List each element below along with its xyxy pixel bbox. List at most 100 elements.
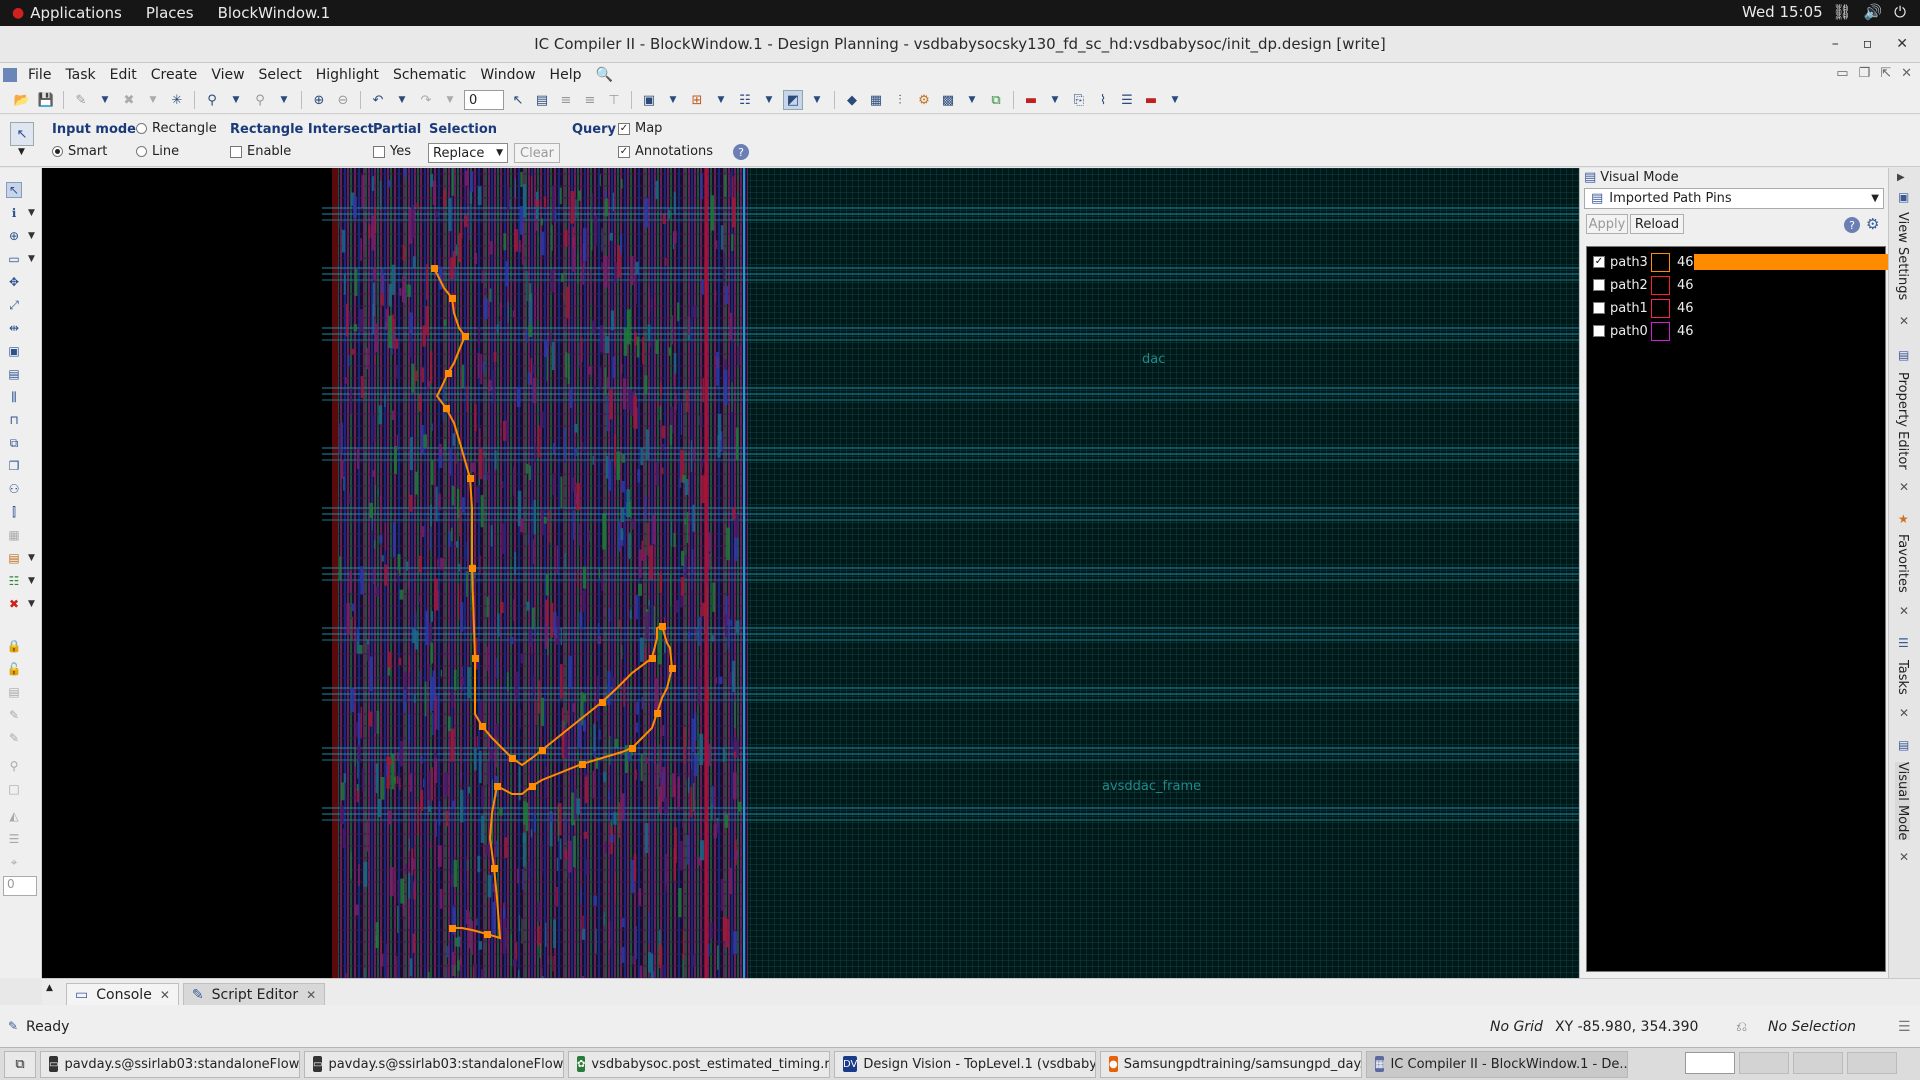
open-icon[interactable]: 📂 <box>13 92 31 108</box>
properties-icon[interactable]: ▤ <box>535 92 549 108</box>
visual-mode-icon[interactable]: ◩ <box>783 90 803 110</box>
split-icon[interactable]: ⫼ <box>11 389 17 404</box>
tab-script-editor[interactable]: ✎ Script Editor ✕ <box>182 983 326 1005</box>
undo-icon[interactable]: ↶ <box>372 92 384 108</box>
taskbar-item[interactable]: ▭ pavday.s@ssirlab03:standaloneFlow <box>40 1050 300 1078</box>
dropdown-arrow-icon[interactable]: ▼ <box>1171 95 1179 105</box>
close-icon[interactable]: ✕ <box>1899 314 1910 328</box>
compare-icon[interactable]: ⧉ <box>991 92 1001 108</box>
info-icon[interactable]: ℹ <box>11 206 17 220</box>
dropdown-arrow-icon[interactable]: ▼ <box>398 95 406 105</box>
rectangle-radio[interactable]: Rectangle <box>136 121 217 136</box>
copy-icon[interactable]: ⧉ <box>9 435 19 450</box>
drc-icon[interactable]: ▬ <box>1024 92 1038 108</box>
route-icon[interactable]: ⚲ <box>207 92 217 108</box>
taskbar-item[interactable]: ● Samsungpdtraining/samsungpd_day... <box>1100 1050 1362 1078</box>
lock-icon[interactable]: 🔒 <box>6 639 22 653</box>
select-tool-icon[interactable]: ↖ <box>512 92 524 108</box>
menu-schematic[interactable]: Schematic <box>392 67 467 83</box>
pencil-icon[interactable]: ✎ <box>75 92 87 108</box>
clock[interactable]: Wed 15:05 <box>1742 3 1823 21</box>
tab-view-settings[interactable]: View Settings <box>1895 212 1910 301</box>
cell-icon[interactable]: ⚙ <box>918 92 930 108</box>
chevron-down-icon[interactable]: ▼ <box>28 231 35 241</box>
workspace-2[interactable] <box>1739 1052 1789 1074</box>
workspace-1[interactable] <box>1685 1052 1735 1074</box>
maximize-icon[interactable]: ▫ <box>1862 36 1873 52</box>
enable-checkbox[interactable]: Enable <box>230 144 291 159</box>
taskbar-item[interactable]: DV Design Vision - TopLevel.1 (vsdbaby... <box>834 1050 1096 1078</box>
taskbar-item[interactable]: ✿ vsdbabysoc.post_estimated_timing.r... <box>568 1050 830 1078</box>
show-desktop-icon[interactable]: ⧉ <box>4 1050 36 1078</box>
tab-console[interactable]: ▭ Console ✕ <box>66 983 179 1005</box>
restore-icon[interactable]: ❐ <box>1858 66 1871 81</box>
stretch-icon[interactable]: ⤢ <box>9 297 19 312</box>
redo-icon[interactable]: ↷ <box>420 92 432 108</box>
workspace-3[interactable] <box>1793 1052 1843 1074</box>
chevron-down-icon[interactable]: ▼ <box>28 553 35 563</box>
path-checkbox[interactable] <box>1593 325 1605 337</box>
settings-gear-icon[interactable]: ⚙ <box>1866 215 1880 233</box>
help-icon[interactable]: ? <box>733 144 749 160</box>
dropdown-arrow-icon[interactable]: ▼ <box>813 95 821 105</box>
dropdown-arrow-icon[interactable]: ▼ <box>149 95 157 105</box>
zoom-icon[interactable]: ⊕ <box>8 229 20 243</box>
line-radio[interactable]: Line <box>136 144 179 159</box>
path-color-swatch[interactable] <box>1651 275 1670 295</box>
timing-icon[interactable]: ⌇ <box>1099 92 1107 108</box>
cluster-icon[interactable]: ⚇ <box>8 482 20 496</box>
path-row-path0[interactable]: path0 46 <box>1587 320 1887 342</box>
path-row-path2[interactable]: path2 46 <box>1587 274 1887 296</box>
places-menu[interactable]: Places <box>145 4 194 22</box>
align-center-icon[interactable]: ≡ <box>584 92 596 108</box>
dropdown-arrow-icon[interactable]: ▼ <box>765 95 773 105</box>
minimize-icon[interactable]: – <box>1831 36 1839 52</box>
taskbar-item[interactable]: ▦ IC Compiler II - BlockWindow.1 - De... <box>1366 1050 1628 1078</box>
menu-select[interactable]: Select <box>258 67 302 83</box>
chevron-down-icon[interactable]: ▼ <box>28 208 35 218</box>
report-icon[interactable]: ⎘ <box>1073 92 1085 108</box>
grid-icon[interactable]: ▩ <box>941 92 955 108</box>
dropdown-arrow-icon[interactable]: ▼ <box>968 95 976 105</box>
detach-icon[interactable]: ⇱ <box>1880 66 1892 81</box>
menu-window[interactable]: Window <box>480 67 536 83</box>
reload-button[interactable]: Reload <box>1630 214 1684 234</box>
annotations-checkbox[interactable]: ✓ Annotations <box>618 144 714 159</box>
path-checkbox[interactable] <box>1593 302 1605 314</box>
pin-icon[interactable]: ◆ <box>847 92 857 108</box>
hierarchy-icon[interactable]: ⊞ <box>691 92 703 108</box>
visual-mode-select[interactable]: ▤ Imported Path Pins ▼ <box>1584 188 1884 209</box>
dropdown-arrow-icon[interactable]: ▼ <box>101 95 109 105</box>
delete-x-icon[interactable]: ✖ <box>8 597 20 611</box>
clear-button[interactable]: Clear <box>514 143 560 163</box>
chart-icon[interactable]: ⫶ <box>898 92 902 108</box>
delete-icon[interactable]: ✖ <box>123 92 135 108</box>
menu-help[interactable]: Help <box>549 67 582 83</box>
align-left-icon[interactable]: ≡ <box>560 92 572 108</box>
close-icon[interactable]: ✕ <box>1899 604 1910 618</box>
workspace-4[interactable] <box>1847 1052 1897 1074</box>
workspace-switcher[interactable] <box>1685 1052 1897 1074</box>
macro-icon[interactable]: ▤ <box>8 551 20 565</box>
save-icon[interactable]: 💾 <box>37 92 55 108</box>
path-checkbox[interactable]: ✓ <box>1593 256 1605 268</box>
dropdown-arrow-icon[interactable]: ▼ <box>280 95 288 105</box>
box-icon[interactable]: □ <box>8 782 20 796</box>
menu-view[interactable]: View <box>211 67 245 83</box>
snap-icon[interactable]: ✳ <box>171 92 183 108</box>
close-icon[interactable]: ✕ <box>1899 706 1910 720</box>
layout-canvas[interactable]: dac avsddac_frame <box>42 168 1579 978</box>
zoom-in-icon[interactable]: ⊕ <box>313 92 325 108</box>
dropdown-arrow-icon[interactable]: ▼ <box>232 95 240 105</box>
chevron-down-icon[interactable]: ▼ <box>18 147 25 157</box>
expand-arrow-icon[interactable]: ▲ <box>46 983 53 993</box>
power-grid-icon[interactable]: ☷ <box>8 574 20 588</box>
layers-icon[interactable]: ☷ <box>739 92 751 108</box>
align-icon[interactable]: ⇹ <box>8 321 20 335</box>
distribute-icon[interactable]: ⫿ <box>12 504 16 519</box>
dropdown-arrow-icon[interactable]: ▼ <box>669 95 677 105</box>
unlock-icon[interactable]: 🔓 <box>6 662 22 676</box>
search-icon[interactable]: 🔍 <box>595 67 613 83</box>
close-icon[interactable]: ✕ <box>1896 36 1908 52</box>
select-arrow-icon[interactable]: ↖ <box>6 182 22 198</box>
